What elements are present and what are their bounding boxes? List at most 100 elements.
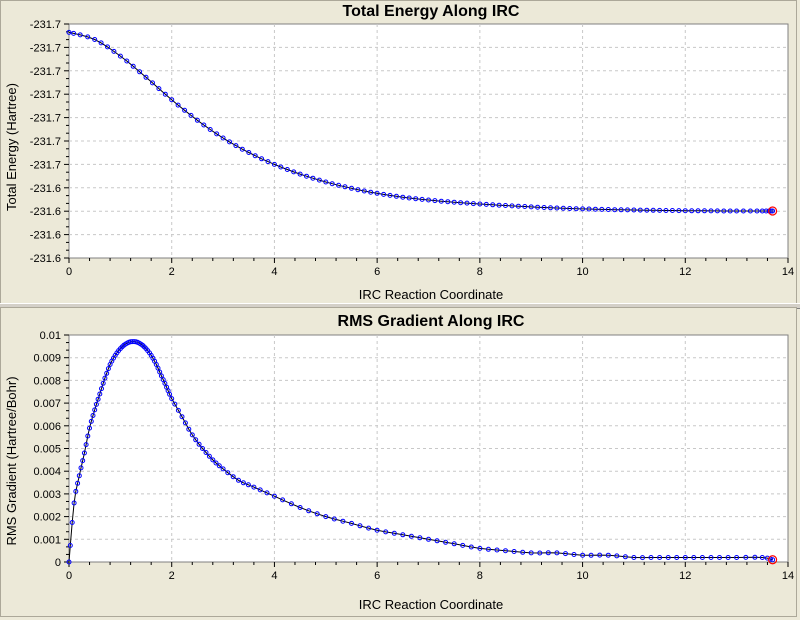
- data-point: [443, 539, 449, 545]
- data-point: [179, 414, 185, 420]
- data-point: [67, 543, 73, 548]
- data-point: [71, 30, 77, 36]
- data-point: [400, 194, 406, 200]
- data-point: [278, 164, 284, 170]
- data-point: [644, 207, 650, 213]
- x-tick-label: 14: [782, 570, 794, 582]
- data-point: [280, 497, 286, 503]
- x-tick-label: 8: [477, 570, 483, 582]
- y-tick-label: 0.005: [33, 444, 61, 456]
- data-point: [727, 208, 733, 214]
- data-point: [88, 418, 94, 424]
- data-point: [520, 549, 526, 555]
- data-point: [69, 520, 75, 525]
- data-point: [92, 407, 98, 413]
- x-tick-label: 0: [66, 570, 72, 582]
- data-point: [541, 205, 547, 210]
- plot-area: [68, 23, 789, 259]
- data-point: [80, 458, 86, 464]
- y-tick-label: -231.7: [30, 113, 61, 125]
- y-tick-label: -231.7: [30, 89, 61, 101]
- data-point: [156, 86, 162, 92]
- y-tick-label: 0.009: [33, 353, 61, 365]
- data-point: [631, 555, 637, 560]
- data-point: [271, 493, 277, 499]
- data-point: [554, 205, 560, 211]
- data-point: [408, 533, 414, 539]
- x-tick-label: 6: [374, 570, 380, 582]
- data-point: [97, 391, 103, 397]
- data-point: [162, 91, 168, 97]
- data-point: [406, 195, 412, 201]
- y-tick-label: -231.6: [30, 206, 61, 218]
- gradient-chart-panel: RMS Gradient Along IRC IRC Reaction Coor…: [0, 307, 797, 617]
- y-tick-label: -231.7: [30, 42, 61, 54]
- data-point: [78, 465, 84, 471]
- data-point: [182, 420, 188, 426]
- chart-title: Total Energy Along IRC: [343, 3, 520, 20]
- data-point: [87, 425, 92, 431]
- data-point: [759, 555, 765, 560]
- y-tick-label: 0.003: [33, 489, 61, 501]
- data-point: [682, 555, 688, 560]
- data-point: [657, 555, 663, 560]
- data-point: [77, 32, 83, 38]
- data-point: [240, 480, 246, 486]
- data-point: [90, 413, 96, 418]
- data-point: [95, 396, 101, 402]
- data-point: [257, 487, 263, 493]
- y-tick-label: -231.7: [30, 136, 61, 148]
- data-point: [612, 207, 618, 213]
- data-point: [391, 530, 397, 536]
- data-point: [245, 482, 251, 488]
- data-point: [117, 53, 123, 59]
- data-point: [663, 208, 669, 213]
- data-point: [383, 529, 389, 535]
- x-tick-label: 0: [66, 266, 72, 278]
- data-point: [105, 44, 110, 50]
- data-point: [548, 205, 553, 211]
- gradient-chart: RMS Gradient Along IRC IRC Reaction Coor…: [4, 313, 794, 612]
- data-point: [259, 156, 265, 162]
- y-tick-label: -231.7: [30, 159, 61, 171]
- data-point: [464, 200, 470, 206]
- data-point: [586, 206, 592, 212]
- data-point: [336, 182, 342, 188]
- data-point: [71, 500, 77, 506]
- data-point: [102, 375, 108, 381]
- x-axis-label: IRC Reaction Coordinate: [359, 287, 504, 302]
- x-axis-label: IRC Reaction Coordinate: [359, 597, 504, 612]
- data-point: [496, 202, 502, 208]
- data-point: [451, 541, 457, 547]
- data-point: [73, 488, 79, 494]
- data-point: [597, 552, 603, 558]
- data-point: [669, 208, 675, 213]
- data-point: [460, 542, 466, 548]
- data-point: [599, 206, 605, 212]
- energy-chart-panel: Total Energy Along IRC IRC Reaction Coor…: [0, 0, 797, 306]
- data-point: [614, 553, 620, 559]
- y-axis-label: RMS Gradient (Hartree/Bohr): [4, 376, 19, 545]
- data-point: [545, 550, 551, 556]
- data-point: [657, 207, 663, 213]
- data-point: [374, 190, 380, 196]
- x-tick-label: 4: [271, 266, 277, 278]
- data-point: [625, 207, 630, 213]
- data-point: [210, 457, 216, 463]
- data-point: [631, 207, 637, 213]
- data-point: [194, 117, 200, 123]
- data-point: [725, 555, 731, 560]
- data-point: [622, 554, 628, 560]
- y-tick-label: 0: [55, 557, 61, 569]
- data-point: [342, 184, 348, 190]
- y-axis-label: Total Energy (Hartree): [4, 83, 19, 211]
- current-point-marker: [767, 206, 778, 216]
- data-point: [580, 206, 586, 212]
- data-point: [155, 365, 161, 371]
- data-point: [264, 490, 270, 496]
- data-point: [137, 69, 143, 75]
- data-point: [458, 200, 464, 206]
- data-point: [230, 474, 236, 480]
- data-point: [111, 48, 117, 54]
- y-tick-label: 0.007: [33, 398, 61, 410]
